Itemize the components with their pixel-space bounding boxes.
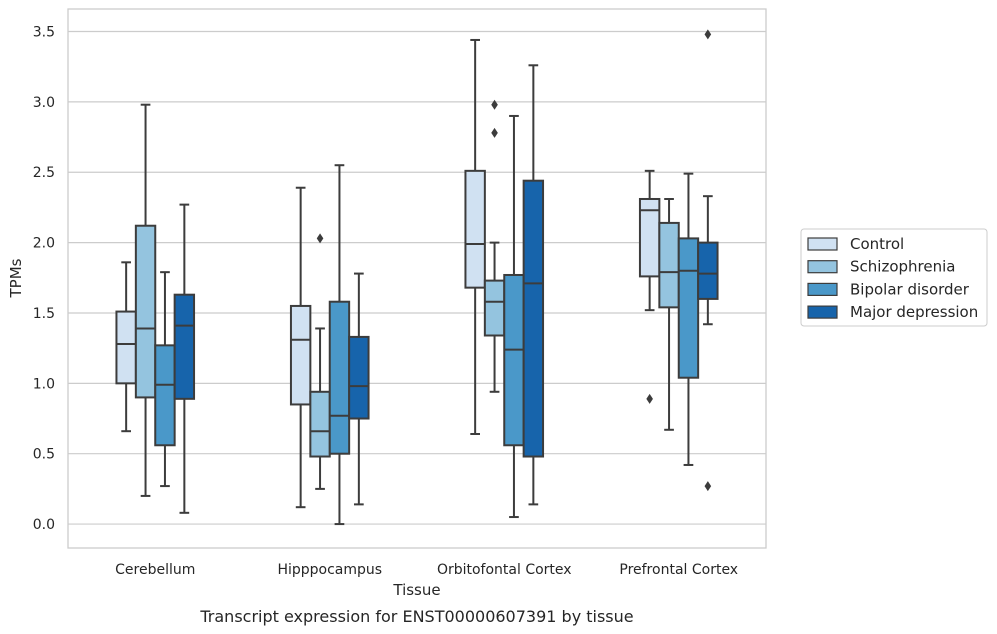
box-iqr [309,390,331,458]
box-major-depression-cerebellum [173,203,196,514]
box-iqr [115,310,137,385]
box-bipolar-disorder-prefrontal-cortex [677,172,700,466]
y-tick-label: 1.5 [33,306,55,322]
box-iqr [289,304,312,406]
y-tick-label: 2.5 [33,165,55,181]
box-control-prefrontal-cortex [638,169,661,404]
outlier-point [491,99,498,110]
outlier-point [704,29,712,40]
y-tick-label: 3.5 [33,25,55,41]
legend: Control Schizophrenia Bipolar disorder Majo… [800,228,988,327]
box-schizophrenia-prefrontal-cortex [658,197,680,431]
box-iqr [503,273,525,447]
legend-entry: Schizophrenia [807,258,955,276]
box-control-orbitofontal-cortex [464,38,486,436]
box-iqr [464,169,486,289]
box-major-depression-hipppocampus [348,272,370,506]
box-iqr [677,237,700,379]
x-tick-label: Orbitofontal Cortex [437,562,572,578]
y-tick-label: 1.0 [33,376,55,392]
legend-frame [800,228,988,327]
box-schizophrenia-orbitofontal-cortex [483,99,506,393]
box-schizophrenia-hipppocampus [309,233,331,490]
legend-items: Control Schizophrenia Bipolar disorder Majo… [807,235,978,321]
x-axis-label: Tissue [392,581,440,599]
box-schizophrenia-cerebellum [134,103,157,497]
y-tick-label: 3.0 [33,95,55,111]
box-iqr [658,221,680,309]
x-tick-label: Cerebellum [115,562,195,578]
legend-label: Major depression [850,303,978,321]
legend-entry: Bipolar disorder [807,280,970,298]
box-iqr [522,179,545,458]
box-major-depression-prefrontal-cortex [697,29,719,492]
figure-caption: Transcript expression for ENST0000060739… [199,607,633,626]
x-tick-labels: Cerebellum Hipppocampus Orbitofontal Corte… [115,562,738,578]
legend-entry: Major depression [807,303,978,321]
legend-swatch [807,260,838,274]
y-axis-label: TPMs [7,258,25,298]
box-major-depression-orbitofontal-cortex [522,64,545,506]
box-iqr [348,335,370,420]
box-iqr [483,279,506,337]
outlier-point [316,233,324,244]
box-iqr [154,344,176,447]
box-layer [115,29,719,526]
y-tick-labels: 0.0 0.5 1.0 1.5 2.0 2.5 3.0 3.5 [33,25,55,534]
legend-swatch [807,282,838,296]
box-control-hipppocampus [289,186,312,509]
x-tick-label: Prefrontal Cortex [619,562,738,578]
legend-swatch [807,305,838,319]
box-iqr [134,224,157,399]
box-iqr [328,300,351,455]
legend-entry: Control [807,235,904,253]
y-tick-label: 0.0 [33,517,55,533]
outlier-point [646,393,653,404]
box-bipolar-disorder-orbitofontal-cortex [503,114,525,519]
outlier-point [704,481,712,492]
box-control-cerebellum [115,261,137,433]
legend-label: Schizophrenia [850,258,955,276]
legend-label: Control [850,235,904,253]
legend-label: Bipolar disorder [850,280,970,298]
legend-swatch [807,237,838,251]
box-iqr [697,241,719,300]
box-iqr [173,293,196,400]
x-tick-label: Hipppocampus [277,562,382,578]
plot-frame [67,8,767,549]
y-tick-label: 0.5 [33,447,55,463]
y-tick-label: 2.0 [33,236,55,252]
box-bipolar-disorder-hipppocampus [328,164,351,526]
outlier-point [491,127,498,138]
